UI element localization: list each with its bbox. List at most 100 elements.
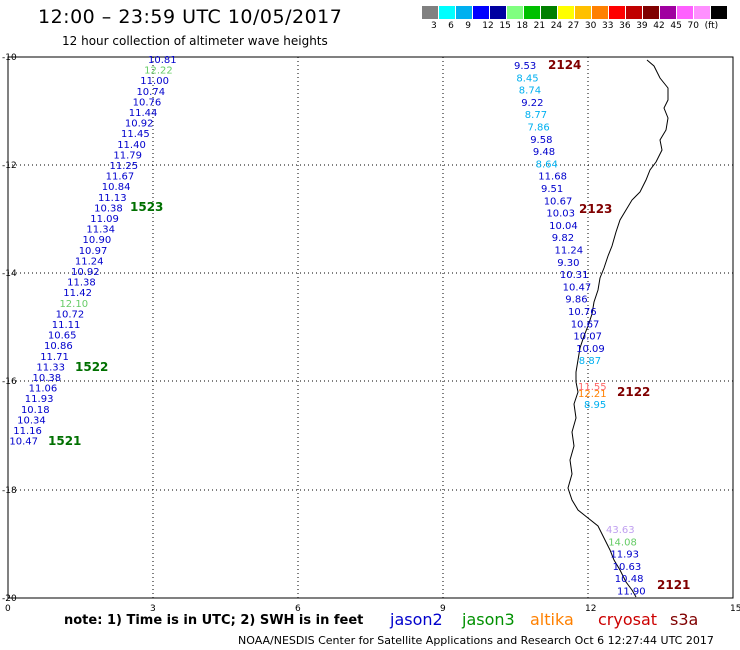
map-subtitle: 12 hour collection of altimeter wave hei… xyxy=(62,34,328,48)
color-swatch xyxy=(456,6,473,19)
color-scale-label: 12 xyxy=(482,21,494,31)
wave-height-label: 11.24 xyxy=(555,246,584,257)
color-swatch xyxy=(558,6,575,19)
wave-height-label: 11.06 xyxy=(29,384,58,395)
y-tick-label: -12 xyxy=(2,161,17,171)
wave-height-label: 10.03 xyxy=(546,209,575,220)
wave-height-label: 10.67 xyxy=(571,319,600,330)
y-tick-label: -14 xyxy=(2,269,17,279)
color-scale-label: 42 xyxy=(653,21,665,31)
wave-height-label: 11.93 xyxy=(610,550,639,561)
color-swatch xyxy=(694,6,711,19)
wave-height-label: 11.67 xyxy=(106,172,135,183)
color-swatch xyxy=(490,6,507,19)
wave-height-label: 11.11 xyxy=(52,320,81,331)
wave-height-label: 11.40 xyxy=(117,140,146,151)
wave-height-label: 12.22 xyxy=(144,66,173,77)
wave-height-label: 11.55 xyxy=(578,382,607,393)
legend-jason2: jason2 xyxy=(390,610,443,629)
wave-height-label: 9.86 xyxy=(565,295,587,306)
wave-height-label: 10.92 xyxy=(125,119,154,130)
color-scale-label: 30 xyxy=(584,21,597,31)
color-scale-label: 45 xyxy=(670,21,682,31)
wave-height-label: 8.77 xyxy=(525,110,547,121)
wave-height-label: 8.95 xyxy=(584,400,606,411)
x-tick-label: 12 xyxy=(585,604,596,614)
y-tick-label: -10 xyxy=(2,53,17,63)
wave-height-label: 8.45 xyxy=(516,73,538,84)
x-tick-label: 9 xyxy=(440,604,446,614)
wave-height-label: 10.31 xyxy=(560,270,589,281)
color-scale-label: 33 xyxy=(602,21,614,31)
color-scale-label: 9 xyxy=(465,21,471,31)
wave-height-label: 7.86 xyxy=(528,123,550,134)
pass-time-label: 1523 xyxy=(130,200,163,214)
color-scale-label: 18 xyxy=(516,21,528,31)
wave-height-label: 11.13 xyxy=(98,193,127,204)
color-swatch xyxy=(626,6,643,19)
wave-height-label: 10.72 xyxy=(56,309,85,320)
legend-cryosat: cryosat xyxy=(598,610,658,629)
wave-height-label: 10.38 xyxy=(94,203,123,214)
color-scale-label: 36 xyxy=(619,21,631,31)
x-tick-label: 6 xyxy=(295,604,301,614)
x-tick-label: 0 xyxy=(5,604,11,614)
color-scale-label: 27 xyxy=(567,21,580,31)
color-swatch xyxy=(473,6,490,19)
wave-height-label: 12.10 xyxy=(59,299,88,310)
color-scale-label: 21 xyxy=(533,21,546,31)
footer-credit: NOAA/NESDIS Center for Satellite Applica… xyxy=(238,634,714,647)
wave-height-label: 10.74 xyxy=(136,87,165,98)
color-swatch xyxy=(541,6,558,19)
wave-height-label: 9.58 xyxy=(530,135,552,146)
pass-time-label: 1522 xyxy=(75,360,108,374)
pass-time-label: 1521 xyxy=(48,434,81,448)
wave-height-label: 10.47 xyxy=(9,437,38,448)
wave-height-label: 11.33 xyxy=(36,362,65,373)
color-swatch xyxy=(422,6,439,19)
x-tick-label: 15 xyxy=(730,604,740,614)
wave-height-label: 11.68 xyxy=(538,172,567,183)
wave-height-label: 10.47 xyxy=(563,282,592,293)
note-text: note: 1) Time is in UTC; 2) SWH is in fe… xyxy=(64,613,364,628)
pass-time-label: 2124 xyxy=(548,58,581,72)
wave-height-label: 8.74 xyxy=(519,86,541,97)
legend-altika: altika xyxy=(530,610,574,629)
wave-height-label: 10.38 xyxy=(33,373,62,384)
wave-height-label: 9.53 xyxy=(514,61,536,72)
wave-height-label: 10.18 xyxy=(21,405,50,416)
color-scale-label: 3 xyxy=(431,21,437,31)
wave-height-label: 10.76 xyxy=(568,307,597,318)
x-tick-label: 3 xyxy=(150,604,156,614)
color-swatch xyxy=(575,6,592,19)
wave-height-label: 10.81 xyxy=(148,55,177,66)
color-scale-label: 70 xyxy=(687,21,699,31)
wave-height-label: 10.04 xyxy=(549,221,578,232)
pass-time-label: 2123 xyxy=(579,202,612,216)
color-swatch xyxy=(643,6,660,19)
color-swatch xyxy=(592,6,609,19)
wave-height-label: 9.82 xyxy=(552,233,574,244)
wave-height-label: 11.25 xyxy=(110,161,139,172)
legend-jason3: jason3 xyxy=(462,610,515,629)
wave-height-label: 11.09 xyxy=(90,214,119,225)
wave-height-label: 14.08 xyxy=(608,537,637,548)
color-swatch xyxy=(439,6,456,19)
wave-height-label: 9.22 xyxy=(521,98,543,109)
wave-height-label: 10.09 xyxy=(576,344,605,355)
color-scale-label: 24 xyxy=(550,21,563,31)
wave-height-label: 11.44 xyxy=(129,108,158,119)
legend-s3a: s3a xyxy=(670,610,699,629)
wave-height-label: 10.84 xyxy=(102,182,131,193)
wave-height-label: 11.45 xyxy=(121,129,150,140)
wave-height-label: 11.71 xyxy=(40,352,69,363)
wave-height-label: 10.76 xyxy=(133,97,162,108)
pass-time-label: 2122 xyxy=(617,385,650,399)
wave-height-label: 10.63 xyxy=(613,562,642,573)
color-scale-label: 39 xyxy=(636,21,648,31)
wave-height-label: 11.16 xyxy=(13,426,42,437)
wave-height-label: 10.67 xyxy=(544,196,573,207)
wave-height-label: 43.63 xyxy=(606,525,635,536)
color-swatch xyxy=(677,6,694,19)
